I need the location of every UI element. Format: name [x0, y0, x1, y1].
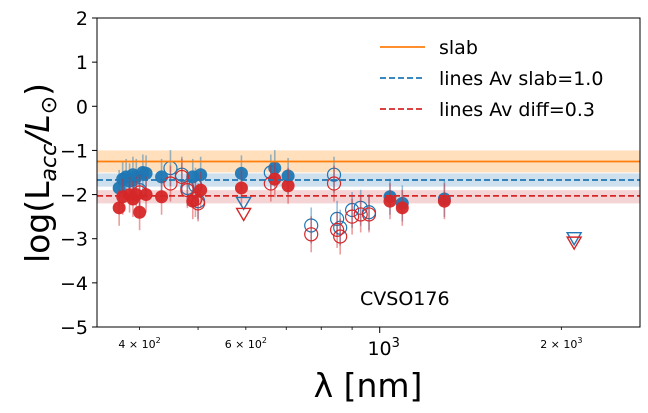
- red-open-point: [190, 196, 206, 211]
- legend-label-lines-av-diff: lines Av diff=0.3: [439, 99, 595, 121]
- red-open-point: [132, 185, 147, 200]
- red-open-point: [361, 207, 377, 222]
- upper-limits-red-marker: [235, 207, 252, 222]
- y-tick-label: 0: [76, 96, 88, 118]
- blue-open-point: [304, 218, 319, 233]
- red-filled-point: [112, 201, 126, 215]
- plot-frame: [96, 17, 641, 328]
- y-tick-label: −4: [60, 273, 88, 295]
- x-minor-tick-label: 4 × 102: [118, 336, 160, 351]
- y-axis-label-tail: /L: [18, 114, 57, 147]
- blue-filled-point: [234, 166, 248, 180]
- x-axis: 103 4 × 102 6 × 102 2 × 103: [118, 327, 583, 360]
- blue-open-point: [330, 211, 345, 226]
- red-filled-point: [133, 205, 147, 219]
- y-tick-label: −3: [60, 229, 88, 251]
- red-filled-point: [281, 179, 295, 193]
- blue-open-point: [333, 220, 348, 235]
- upper-limits-blue-marker: [565, 232, 583, 247]
- data-points: [112, 150, 583, 255]
- red-open-point: [188, 191, 203, 207]
- red-filled-point: [234, 181, 248, 195]
- x-minor-tick-label: 6 × 102: [225, 336, 267, 351]
- red-open-point: [263, 176, 278, 191]
- x-minor-tick-label: 2 × 103: [540, 336, 582, 351]
- y-tick-label: −2: [60, 185, 88, 207]
- red-filled-point: [437, 194, 451, 208]
- blue-open-point: [345, 202, 360, 218]
- y-tick-label: −1: [60, 140, 88, 162]
- y-axis-label-sun: ⊙: [37, 96, 62, 114]
- red-filled-point: [383, 194, 397, 208]
- red-open-point: [326, 176, 342, 191]
- upper-limits-red-marker: [565, 236, 583, 251]
- y-axis-label-close: ): [18, 83, 57, 96]
- reference-lines: [97, 160, 640, 197]
- red-open-point: [353, 207, 368, 222]
- red-open-point: [174, 169, 189, 185]
- red-open-point: [163, 176, 178, 191]
- upper-limits-blue-marker: [235, 196, 252, 211]
- red-open-point: [345, 209, 360, 224]
- red-open-point: [304, 227, 319, 242]
- legend: slab lines Av slab=1.0 lines Av diff=0.3: [380, 37, 603, 121]
- legend-label-slab: slab: [439, 37, 478, 59]
- y-axis-label-sub: acc: [37, 144, 62, 182]
- red-filled-point: [395, 201, 409, 215]
- red-open-point: [333, 229, 348, 244]
- blue-open-point: [326, 167, 342, 182]
- y-axis: 2 1 0 −1 −2 −3 −4 −5: [60, 8, 97, 339]
- uncertainty-bands: [97, 150, 640, 204]
- y-axis-label-main: log(L: [18, 181, 57, 263]
- red-open-point: [330, 222, 345, 237]
- x-major-tick-label: 103: [367, 336, 399, 360]
- blue-filled-point: [194, 168, 208, 182]
- x-axis-label: λ [nm]: [314, 366, 423, 405]
- legend-label-lines-av-slab: lines Av slab=1.0: [439, 68, 603, 90]
- y-tick-label: −5: [60, 317, 88, 339]
- annotation-cvso176: CVSO176: [360, 288, 450, 310]
- blue-filled-point: [139, 166, 153, 180]
- y-tick-label: 1: [76, 52, 88, 74]
- y-axis-label: log(Lacc/L⊙): [18, 83, 62, 263]
- y-tick-label: 2: [76, 8, 88, 30]
